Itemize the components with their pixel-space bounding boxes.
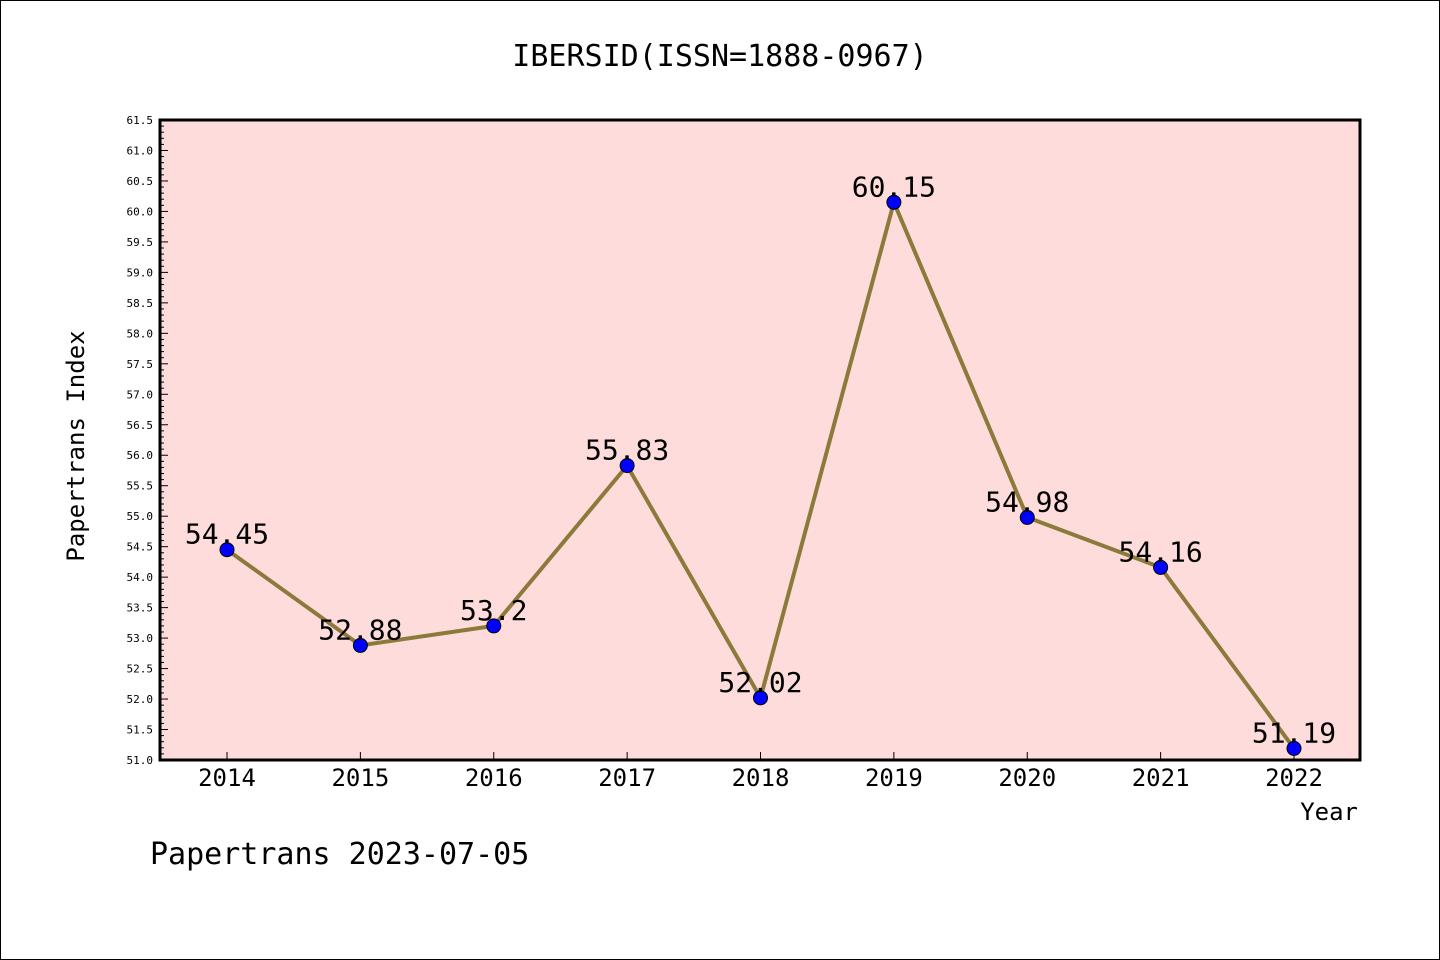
data-point-2019 xyxy=(886,194,902,210)
y-tick-label: 51.0 xyxy=(127,754,154,767)
y-tick-label: 56.0 xyxy=(127,449,154,462)
x-tick-label: 2014 xyxy=(198,764,256,792)
y-tick-label: 55.5 xyxy=(127,480,154,493)
data-point-2020 xyxy=(1019,509,1035,525)
x-tick-label: 2020 xyxy=(998,764,1056,792)
y-tick-label: 51.5 xyxy=(127,724,154,737)
data-points xyxy=(219,194,1302,756)
x-tick-label: 2017 xyxy=(598,764,656,792)
x-tick-label: 2022 xyxy=(1265,764,1323,792)
y-tick-label: 61.5 xyxy=(127,114,154,127)
data-label-2015: 52.88 xyxy=(318,613,402,646)
y-axis-label: Papertrans Index xyxy=(62,330,90,561)
x-tick-label: 2019 xyxy=(865,764,923,792)
chart-title: IBERSID(ISSN=1888-0967) xyxy=(512,39,927,74)
y-tick-label: 56.5 xyxy=(127,419,154,432)
y-tick-label: 52.5 xyxy=(127,663,154,676)
data-label-2022: 51.19 xyxy=(1252,716,1336,749)
y-tick-label: 57.5 xyxy=(127,358,154,371)
data-point-2014 xyxy=(219,542,235,558)
x-axis: 2014 2015 2016 2017 2018 2019 2020 2021 2022 xyxy=(198,752,1323,792)
x-tick-label: 2016 xyxy=(465,764,523,792)
data-point-2021 xyxy=(1153,559,1169,575)
x-tick-label: 2015 xyxy=(331,764,389,792)
y-tick-label: 58.5 xyxy=(127,297,154,310)
data-label-2020: 54.98 xyxy=(985,485,1069,518)
y-tick-label: 53.0 xyxy=(127,632,154,645)
y-tick-label: 60.5 xyxy=(127,175,154,188)
y-tick-label: 54.5 xyxy=(127,541,154,554)
y-tick-label: 53.5 xyxy=(127,602,154,615)
y-tick-label: 59.0 xyxy=(127,266,154,279)
data-label-2019: 60.15 xyxy=(852,170,936,203)
data-point-2016 xyxy=(486,618,502,634)
data-point-2017 xyxy=(619,458,635,474)
data-label-2021: 54.16 xyxy=(1118,535,1202,568)
data-point-2018 xyxy=(753,690,768,706)
data-label-2016: 53.2 xyxy=(460,594,527,627)
plot-area xyxy=(158,118,1362,762)
y-tick-label: 60.0 xyxy=(127,205,154,218)
x-axis-label: Year xyxy=(1300,798,1358,826)
data-point-2022 xyxy=(1286,740,1302,756)
data-label-2017: 55.83 xyxy=(585,434,669,467)
y-tick-label: 61.0 xyxy=(127,144,154,157)
y-tick-label: 55.0 xyxy=(127,510,154,523)
data-label-2014: 54.45 xyxy=(185,518,269,551)
y-axis: 51.0 51.5 52.0 52.5 53.0 53.5 54.0 54.5 55.0 55.5… xyxy=(127,114,168,767)
watermark-text: Papertrans 2023-07-05 xyxy=(150,837,529,872)
y-tick-label: 58.0 xyxy=(127,327,154,340)
y-tick-label: 52.0 xyxy=(127,693,154,706)
y-tick-label: 59.5 xyxy=(127,236,154,249)
y-tick-label: 54.0 xyxy=(127,571,154,584)
x-tick-label: 2018 xyxy=(732,764,790,792)
data-labels: 54.45 52.88 53.2 55.83 52.02 60.15 54.98 54.16 5… xyxy=(185,170,1336,749)
y-tick-label: 57.0 xyxy=(127,388,154,401)
data-label-2018: 52.02 xyxy=(718,666,802,699)
x-tick-label: 2021 xyxy=(1132,764,1190,792)
data-point-2015 xyxy=(352,637,368,653)
